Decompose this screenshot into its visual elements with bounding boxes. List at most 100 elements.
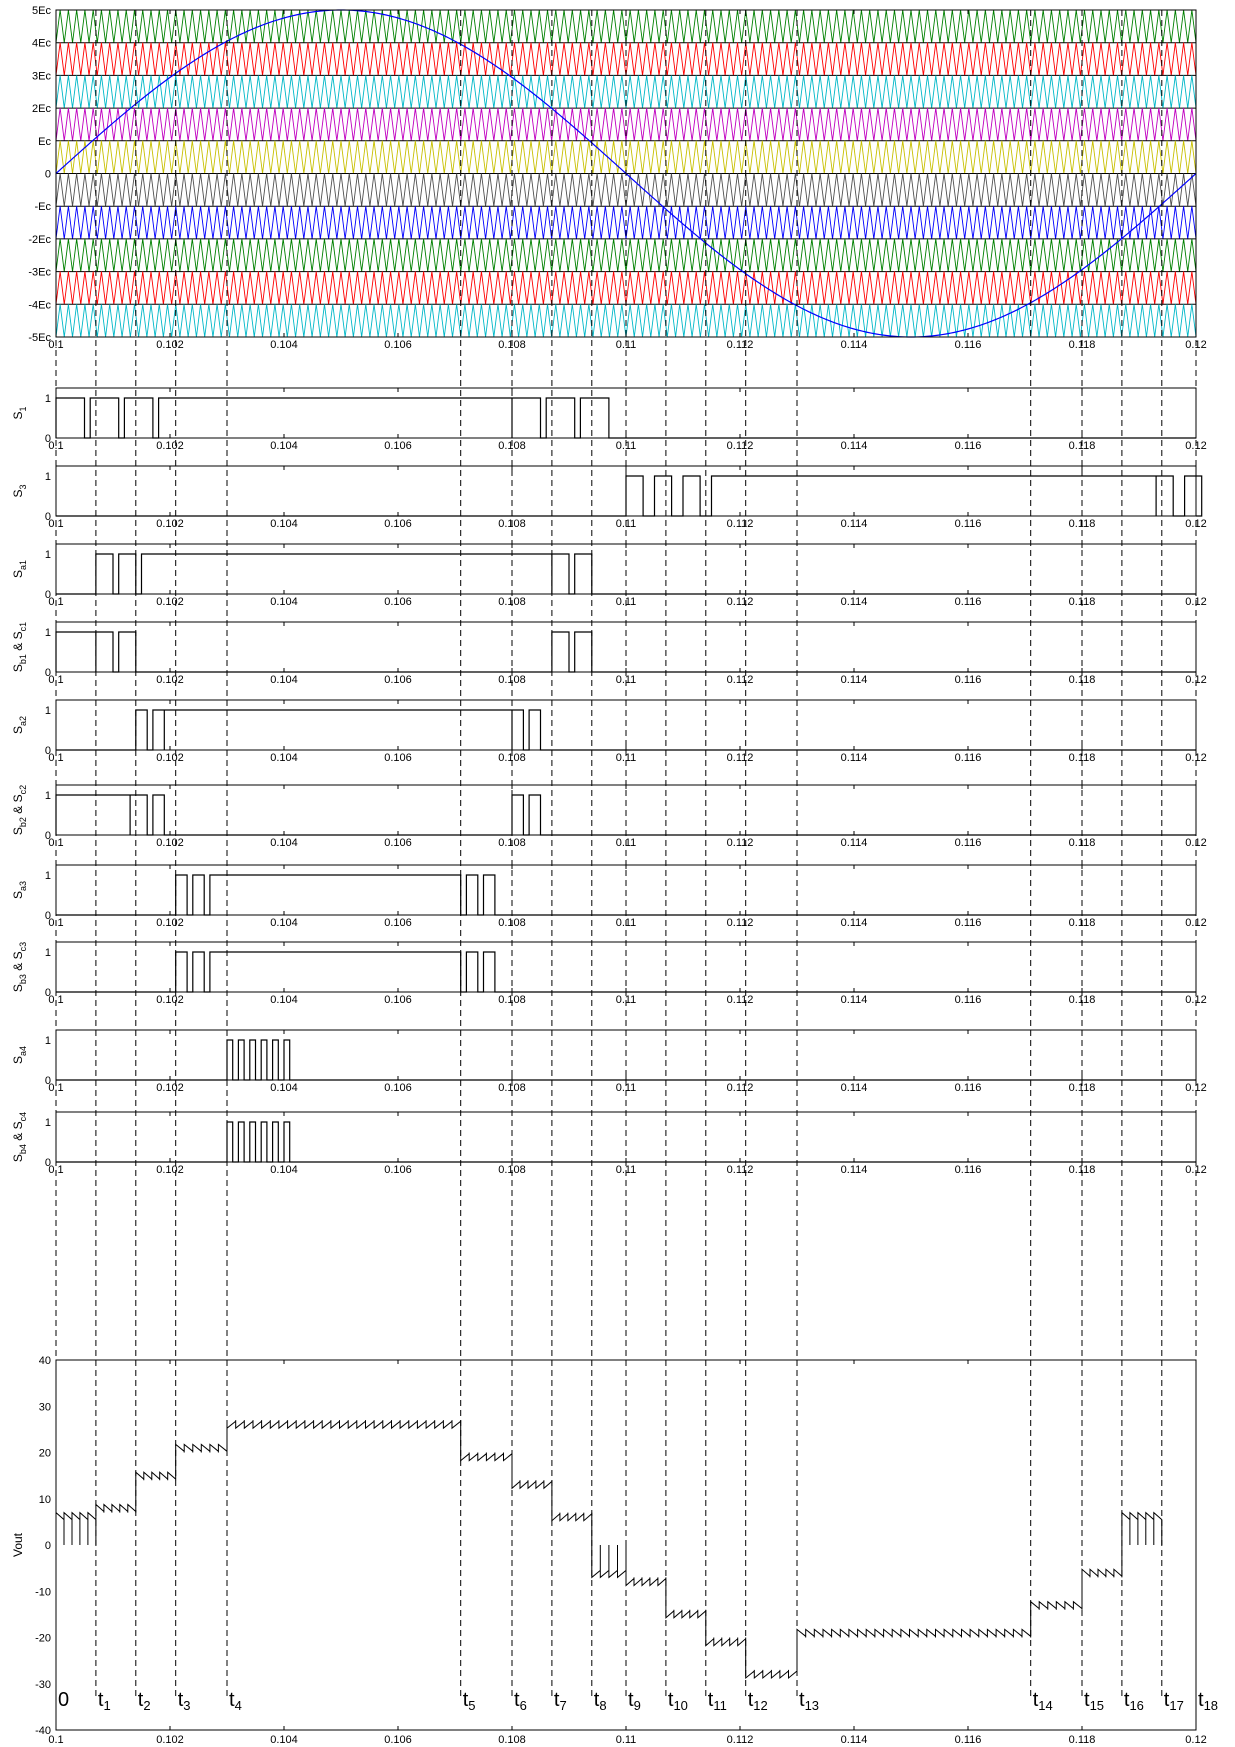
x-tick-label: 0.106 [384, 1164, 412, 1176]
x-tick-label: 0.1 [48, 1082, 63, 1094]
y-tick-label: -3Ec [28, 267, 51, 279]
x-tick-label: 0.114 [841, 837, 868, 849]
time-markers: 0 t1 t2 t3 t4 t5 t6 t7 t8 t9 t10 t11 t12 t13 t14 t15 t16… [55, 10, 1218, 1713]
x-tick-label: 0.104 [270, 1734, 298, 1746]
switch-waveform [56, 951, 1196, 993]
x-tick-label: 0.102 [156, 440, 184, 452]
carrier-band-8 [55, 271, 1197, 305]
time-label: t7 [554, 1689, 567, 1713]
x-tick-label: 0.114 [841, 1164, 868, 1176]
time-label: t5 [463, 1689, 476, 1713]
x-tick-label: 0.11 [616, 1734, 637, 1746]
time-label: t11 [708, 1689, 727, 1713]
y-axis-label: S1 [11, 406, 28, 419]
x-tick-label: 0.106 [384, 1082, 412, 1094]
x-tick-label: 0.112 [727, 518, 754, 530]
y-axis-label: Sa1 [11, 560, 28, 578]
y-tick-label: 0 [45, 667, 51, 679]
y-tick-label: 0 [45, 987, 51, 999]
y-axis-label: S3 [11, 484, 28, 497]
y-tick-label: 30 [39, 1401, 51, 1413]
y-axis-label: Sb4 & Sc4 [11, 1112, 28, 1162]
y-tick-label: 0 [45, 433, 51, 445]
time-label: t16 [1124, 1689, 1144, 1713]
y-tick-label: 1 [45, 705, 51, 717]
y-tick-label: 0 [45, 169, 51, 181]
x-tick-label: 0.106 [384, 339, 412, 351]
x-tick-label: 0.102 [156, 1082, 184, 1094]
x-tick-label: 0.104 [270, 1082, 298, 1094]
x-tick-label: 0.102 [156, 1734, 184, 1746]
x-tick-label: 0.112 [727, 1734, 754, 1746]
y-tick-label: 0 [45, 1157, 51, 1169]
x-tick-label: 0.114 [841, 339, 868, 351]
x-tick-label: 0.106 [384, 674, 412, 686]
y-tick-label: -2Ec [28, 234, 51, 246]
y-tick-label: 40 [39, 1355, 51, 1367]
switch-waveform [56, 553, 1196, 595]
y-tick-label: -4Ec [28, 299, 51, 311]
y-tick-label: -20 [35, 1633, 51, 1645]
x-tick-label: 0.114 [841, 752, 868, 764]
switch-waveform [56, 709, 1196, 751]
y-tick-label: 1 [45, 471, 51, 483]
y-tick-label: -30 [35, 1679, 51, 1691]
x-tick-label: 0.104 [270, 917, 298, 929]
x-tick-label: 0.102 [156, 837, 184, 849]
x-tick-label: 0.116 [955, 440, 982, 452]
y-tick-label: -Ec [35, 201, 52, 213]
x-tick-label: 0.116 [955, 1082, 982, 1094]
y-tick-label: 1 [45, 790, 51, 802]
x-tick-label: 0.114 [841, 994, 868, 1006]
x-tick-label: 0.108 [498, 752, 526, 764]
switch-waveform [55, 794, 1196, 836]
y-tick-label: -5Ec [28, 332, 51, 344]
x-tick-label: 0.116 [955, 339, 982, 351]
y-tick-label: 4Ec [32, 38, 51, 50]
x-tick-label: 0.106 [384, 440, 412, 452]
x-tick-label: 0.112 [727, 752, 754, 764]
x-tick-label: 0.114 [841, 1082, 868, 1094]
y-tick-label: 0 [45, 511, 51, 523]
x-tick-label: 0.114 [841, 440, 868, 452]
time-label: t4 [229, 1689, 242, 1713]
x-tick-label: 0.12 [1185, 1734, 1206, 1746]
time-label: t2 [138, 1689, 151, 1713]
x-tick-label: 0.106 [384, 994, 412, 1006]
y-tick-label: 1 [45, 1035, 51, 1047]
vout-waveform [55, 1420, 1163, 1680]
y-tick-label: 1 [45, 627, 51, 639]
y-axis-label: Sa4 [11, 1046, 28, 1064]
switch-waveform [56, 1121, 1196, 1163]
time-label: t12 [748, 1689, 768, 1713]
x-tick-label: 0.114 [841, 917, 868, 929]
x-tick-label: 0.114 [841, 674, 868, 686]
x-tick-label: 0.102 [156, 674, 184, 686]
switch-waveform [56, 874, 1196, 916]
x-tick-label: 0.118 [1069, 1734, 1096, 1746]
vout-y-label: Vout [11, 1532, 25, 1557]
y-tick-label: -10 [35, 1586, 51, 1598]
x-tick-label: 0.106 [384, 518, 412, 530]
y-tick-label: 0 [45, 589, 51, 601]
x-tick-label: 0.116 [955, 1164, 982, 1176]
x-tick-label: 0.112 [727, 1164, 754, 1176]
vout-panel: 40 30 20 10 0 -10 -20 -30 -400.1 0.102 0.104 0.106 0… [11, 1355, 1207, 1746]
switch-panel-Sa2: 0 1 Sa2 0.1 0.102 0.104 0.106 0.108 0.11 0.112 0.1… [11, 699, 1207, 764]
x-tick-label: 0.104 [270, 440, 298, 452]
x-tick-label: 0.114 [841, 1734, 868, 1746]
switch-panel-Sa4: 0 1 Sa4 0.1 0.102 0.104 0.106 0.108 0.11 0.112 0.1… [11, 1029, 1207, 1094]
time-label: t17 [1164, 1689, 1184, 1713]
x-tick-label: 0.104 [270, 994, 298, 1006]
time-label: t10 [668, 1689, 688, 1713]
x-tick-label: 0.12 [1185, 1082, 1206, 1094]
y-axis-label: Sb3 & Sc3 [11, 942, 28, 992]
x-tick-label: 0.102 [156, 518, 184, 530]
x-tick-label: 0.11 [616, 752, 637, 764]
x-tick-label: 0.116 [955, 837, 982, 849]
y-axis-label: Sa3 [11, 881, 28, 899]
